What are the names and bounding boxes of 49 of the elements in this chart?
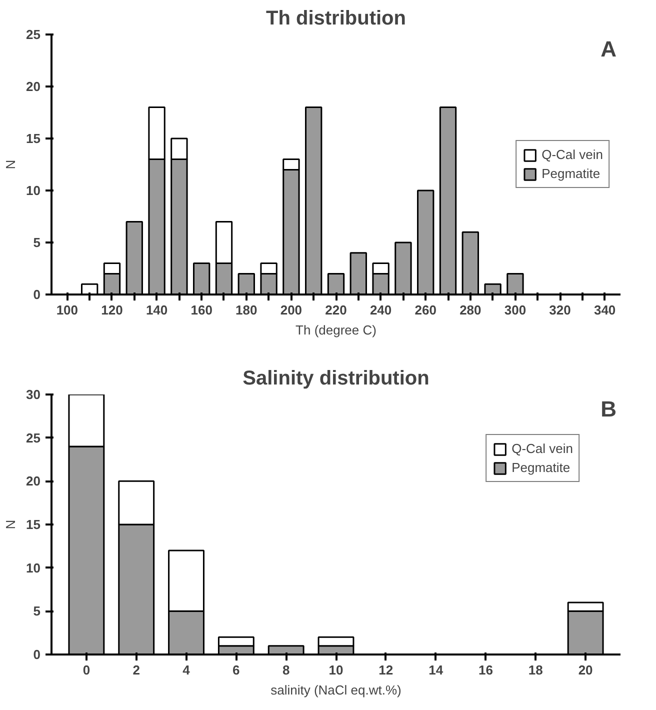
x-tick-label: 12 <box>378 662 394 678</box>
x-axis-title: Th (degree C) <box>296 322 376 338</box>
annotation: A <box>600 36 617 62</box>
x-tick-label: 280 <box>460 302 482 318</box>
x-tick-label: 8 <box>282 662 290 678</box>
y-axis-title: N <box>3 160 18 170</box>
y-tick-label: 10 <box>26 560 41 576</box>
annotation: B <box>600 396 617 422</box>
y-tick-label: 30 <box>26 387 41 402</box>
y-tick-label: 15 <box>26 517 41 532</box>
y-tick-label: 0 <box>33 287 41 302</box>
x-tick-label: 340 <box>594 302 616 318</box>
x-tick-label: 160 <box>190 302 212 318</box>
y-tick-label: 0 <box>33 647 41 662</box>
y-tick-label: 5 <box>33 604 41 619</box>
x-tick-label: 220 <box>325 302 347 318</box>
y-tick-label: 25 <box>26 430 41 446</box>
x-tick-label: 320 <box>549 302 571 318</box>
y-axis-title: N <box>3 520 18 530</box>
y-tick-label: 20 <box>26 474 41 489</box>
x-tick-label: 240 <box>370 302 392 318</box>
y-tick-label: 15 <box>26 131 41 146</box>
y-tick-label: 20 <box>26 79 41 94</box>
x-tick-label: 260 <box>414 302 436 318</box>
x-tick-label: 6 <box>232 662 240 678</box>
legend-label: Q-Cal vein <box>512 441 573 456</box>
chart-title: Th distribution <box>266 8 406 30</box>
x-tick-label: 100 <box>56 302 78 318</box>
legend-label: Q-Cal vein <box>542 147 603 162</box>
chart-title: Salinity distribution <box>242 368 430 390</box>
x-tick-label: 200 <box>280 302 302 318</box>
x-tick-label: 4 <box>182 662 191 678</box>
x-tick-label: 14 <box>428 662 444 678</box>
legend-label: Pegmatite <box>512 460 570 475</box>
x-tick-label: 20 <box>578 662 593 678</box>
x-axis-title: salinity (NaCl eq.wt.%) <box>270 682 402 698</box>
y-tick-label: 25 <box>26 27 41 42</box>
y-tick-label: 5 <box>33 235 41 250</box>
legend-label: Pegmatite <box>542 166 600 181</box>
x-tick-label: 2 <box>132 662 140 678</box>
x-tick-label: 180 <box>236 302 258 318</box>
x-tick-label: 10 <box>328 662 344 678</box>
x-tick-label: 120 <box>101 302 123 318</box>
x-tick-label: 0 <box>82 662 90 678</box>
y-tick-label: 10 <box>26 183 41 198</box>
x-tick-label: 18 <box>528 662 543 678</box>
x-tick-label: 16 <box>478 662 493 678</box>
x-tick-label: 300 <box>504 302 526 318</box>
x-tick-label: 140 <box>146 302 168 318</box>
